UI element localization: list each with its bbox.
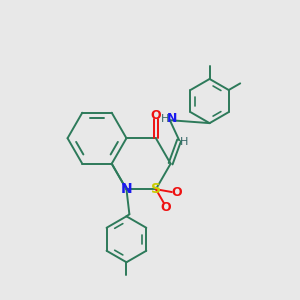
Text: S: S	[151, 182, 161, 196]
Text: H: H	[161, 114, 170, 124]
Text: N: N	[167, 112, 177, 125]
Text: O: O	[160, 202, 171, 214]
Text: H: H	[180, 137, 189, 147]
Text: O: O	[151, 109, 161, 122]
Text: N: N	[121, 182, 132, 196]
Text: O: O	[171, 185, 182, 199]
